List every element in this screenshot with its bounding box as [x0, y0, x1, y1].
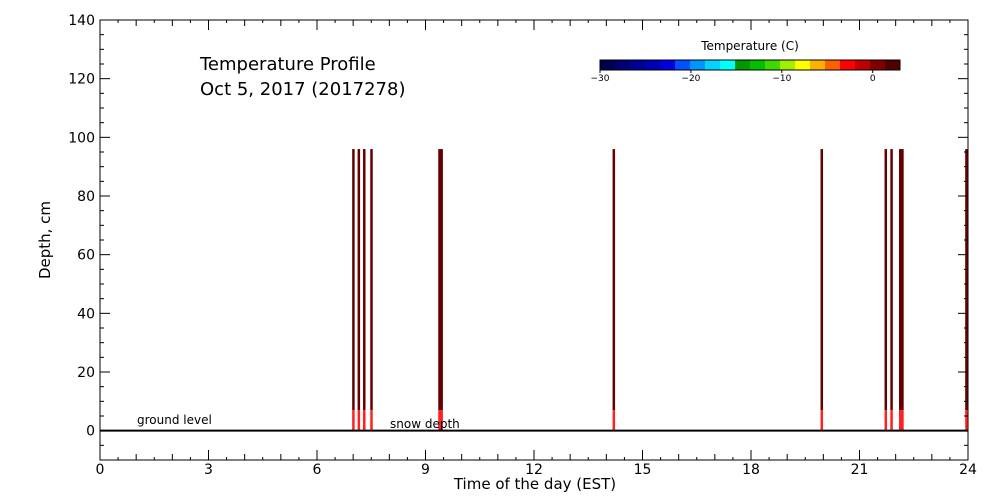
y-tick-label: 100	[68, 130, 95, 146]
x-tick-label: 0	[96, 462, 105, 478]
y-tick-label: 40	[77, 306, 95, 322]
profile-warm-band-0	[352, 410, 355, 431]
colorbar-cell	[615, 60, 631, 70]
profile-warm-band-10	[899, 410, 902, 431]
colorbar-tick-label: −10	[772, 74, 791, 84]
profile-warm-band-5	[440, 410, 443, 431]
colorbar-cell	[795, 60, 811, 70]
x-tick-label: 12	[525, 462, 543, 478]
profile-warm-band-7	[820, 410, 824, 431]
colorbar-cell	[675, 60, 691, 70]
profile-warm-band-3	[370, 410, 373, 431]
x-tick-label: 3	[204, 462, 213, 478]
colorbar-cell	[720, 60, 736, 70]
y-axis-label: Depth, cm	[36, 201, 54, 279]
x-tick-label: 9	[421, 462, 430, 478]
profile-bar-5	[440, 149, 443, 411]
y-axis-tick-labels: 0 20 40 60 80 100 120 140	[68, 13, 95, 440]
colorbar-cell	[810, 60, 826, 70]
profile-warm-band-2	[363, 410, 366, 431]
profile-warm-band-11	[901, 410, 904, 431]
profile-bars	[352, 149, 968, 431]
profile-bar-12	[965, 149, 968, 411]
x-tick-label: 18	[742, 462, 760, 478]
x-tick-label: 15	[634, 462, 652, 478]
colorbar-cell	[870, 60, 886, 70]
colorbar-cell	[645, 60, 661, 70]
snow-depth-annotation: snow depth	[390, 417, 460, 431]
profile-bar-9	[890, 149, 893, 411]
colorbar-cell	[855, 60, 871, 70]
y-tick-label: 140	[68, 13, 95, 29]
colorbar-cell	[885, 60, 901, 70]
profile-bar-2	[363, 149, 366, 411]
x-tick-label: 6	[313, 462, 322, 478]
colorbar-frame	[599, 59, 901, 71]
profile-warm-band-6	[612, 410, 616, 431]
profile-bar-0	[352, 149, 355, 411]
y-tick-label: 60	[77, 248, 95, 264]
profile-warm-band-8	[884, 410, 888, 431]
y-tick-label: 0	[86, 424, 95, 440]
colorbar-tick-label: −30	[591, 74, 610, 84]
x-axis-label: Time of the day (EST)	[453, 475, 616, 493]
colorbar-ticks: −30 −20 −10 0	[591, 70, 876, 84]
profile-bar-1	[357, 149, 361, 411]
y-tick-label: 120	[68, 72, 95, 88]
profile-bar-3	[370, 149, 373, 411]
colorbar: Temperature (C) −30 −20 −10 0	[591, 39, 901, 84]
profile-bar-10	[899, 149, 902, 411]
chart-title-line1: Temperature Profile	[199, 54, 376, 75]
colorbar-cell	[840, 60, 856, 70]
x-tick-label: 24	[959, 462, 977, 478]
colorbar-title: Temperature (C)	[700, 39, 799, 53]
profile-bar-7	[820, 149, 824, 411]
y-tick-label: 20	[77, 365, 95, 381]
ground-level-annotation: ground level	[137, 413, 212, 427]
profile-bar-6	[612, 149, 616, 411]
colorbar-cell	[660, 60, 676, 70]
colorbar-cell	[705, 60, 721, 70]
profile-warm-band-9	[890, 410, 893, 431]
colorbar-cell	[765, 60, 781, 70]
x-axis-tick-labels: 0 3 6 9 12 15 18 21 24	[96, 462, 977, 478]
colorbar-cells	[600, 60, 901, 70]
colorbar-cell	[780, 60, 796, 70]
y-tick-label: 80	[77, 189, 95, 205]
y-axis-ticks	[100, 19, 968, 461]
colorbar-cell	[690, 60, 706, 70]
x-tick-label: 21	[851, 462, 869, 478]
profile-bar-8	[884, 149, 888, 411]
x-axis-ticks	[99, 20, 969, 460]
colorbar-cell	[750, 60, 766, 70]
profile-warm-band-12	[965, 410, 968, 431]
profile-warm-band-4	[438, 410, 441, 431]
colorbar-cell	[600, 60, 616, 70]
colorbar-cell	[735, 60, 751, 70]
colorbar-tick-label: 0	[870, 74, 876, 84]
chart-title-line2: Oct 5, 2017 (2017278)	[200, 79, 405, 100]
colorbar-tick-label: −20	[681, 74, 700, 84]
profile-bar-11	[901, 149, 904, 411]
profile-warm-band-1	[357, 410, 361, 431]
colorbar-cell	[630, 60, 646, 70]
colorbar-cell	[825, 60, 841, 70]
profile-bar-4	[438, 149, 441, 411]
